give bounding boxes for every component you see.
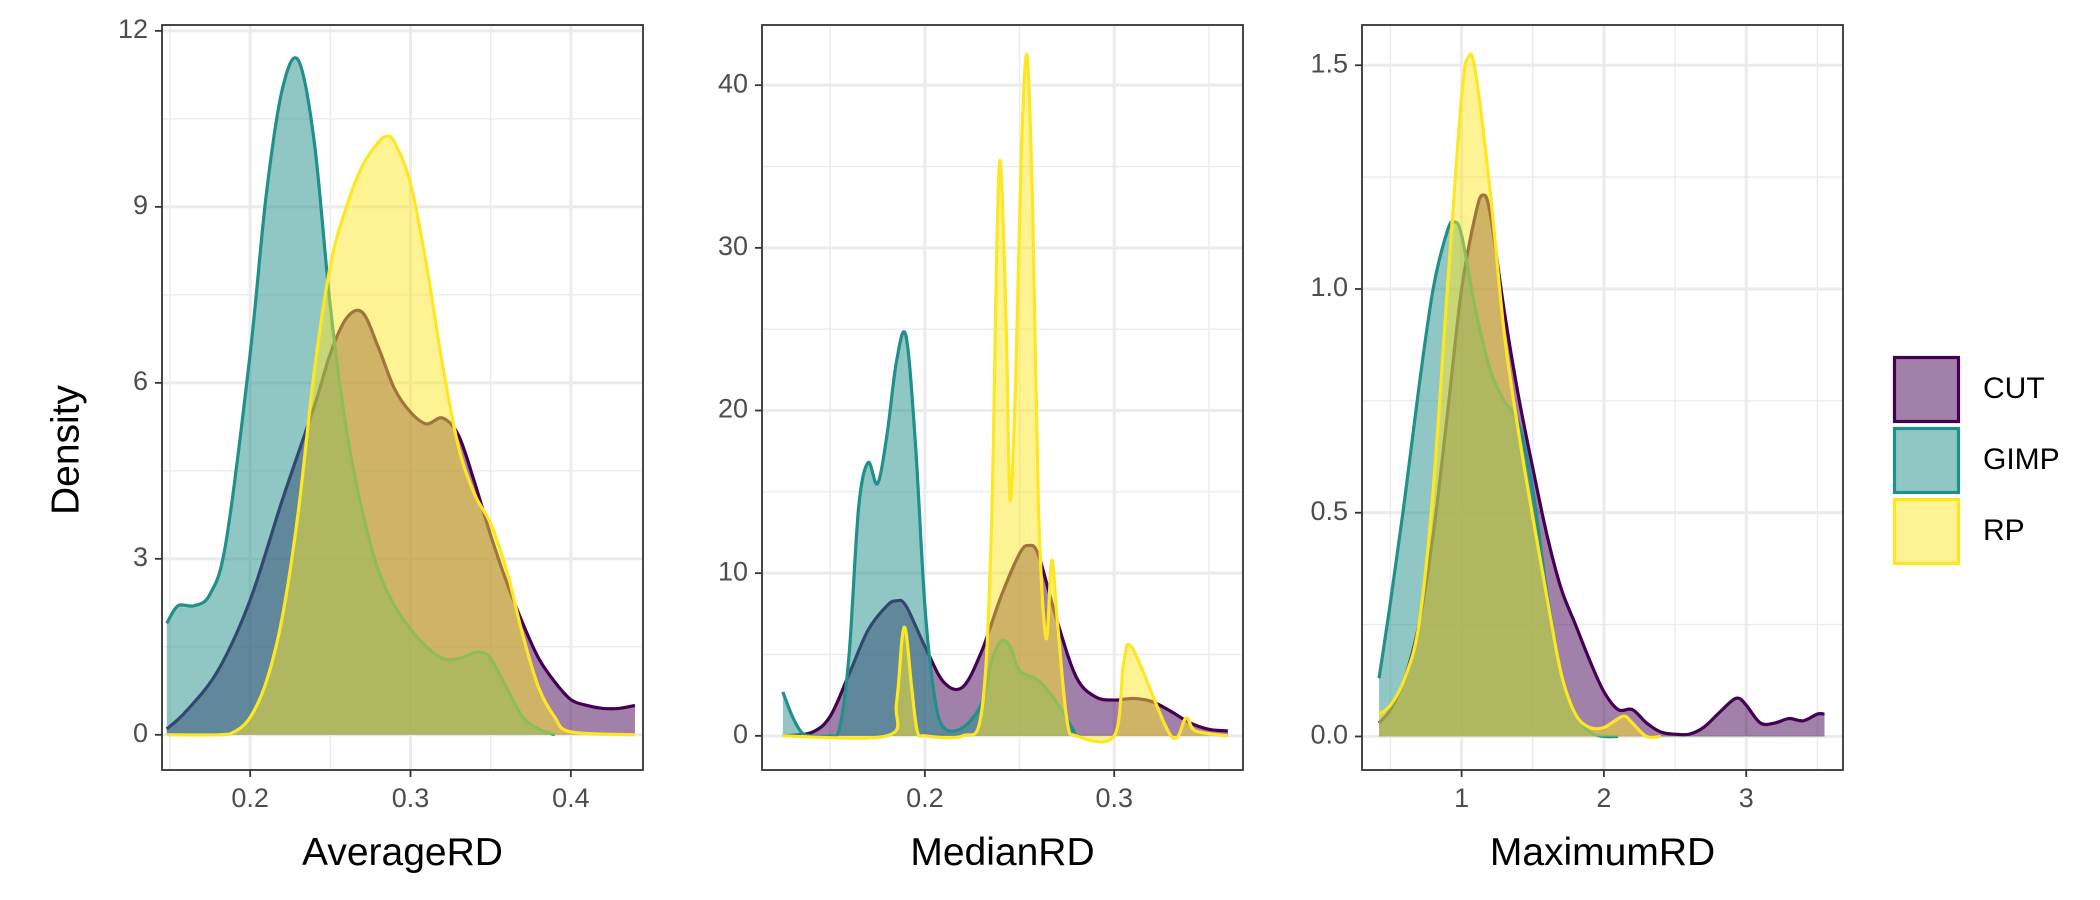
series-rp [166,134,636,737]
y-tick-label: 10 [718,556,748,586]
y-tick-label: 20 [718,394,748,424]
panel-medianrd: 0.2 0.3 0 10 20 30 40 MedianRD [718,24,1244,874]
x-tick-label: 0.3 [392,783,430,813]
y-tick-label: 1.0 [1310,272,1348,302]
density-line-rp [1378,52,1661,740]
legend-swatch [1892,497,1961,566]
y-tick-label: 3 [133,542,148,572]
x-tick-label: 3 [1739,783,1754,813]
legend-entry-cut: CUT [1892,355,2045,424]
y-tick-label: 12 [118,14,148,44]
x-axis-title: MedianRD [910,831,1094,874]
y-tick-label: 0.0 [1310,720,1348,750]
x-tick-label: 0.2 [906,783,944,813]
legend: CUT GIMP RP [1892,355,2060,566]
x-axis-title: MaximumRD [1490,831,1715,874]
x-tick-label: 0.3 [1095,783,1133,813]
y-tick-label: 0 [733,719,748,749]
legend-label: CUT [1983,372,2045,405]
y-tick-label: 6 [133,366,148,396]
x-tick-label: 0.2 [231,783,269,813]
x-tick-label: 0.4 [552,783,590,813]
legend-entry-gimp: GIMP [1892,426,2060,495]
x-tick-label: 1 [1454,783,1469,813]
panel-border [161,24,644,771]
legend-label: GIMP [1983,443,2060,476]
y-tick-label: 9 [133,190,148,220]
panel-averagerd: 0.2 0.3 0.4 0 3 6 9 12 AverageRD [118,14,644,874]
x-axis-title: AverageRD [302,831,503,874]
panel-maximumrd: 1 2 3 0.0 0.5 1.0 1.5 MaximumRD [1310,24,1844,874]
density-area-rp [1379,54,1661,738]
y-tick-label: 0 [133,718,148,748]
y-tick-label: 1.5 [1310,48,1348,78]
y-tick-label: 30 [718,231,748,261]
series-rp [782,52,1229,744]
density-area-gimp [782,331,1077,737]
y-axis-title: Density [44,384,87,515]
legend-swatch [1892,426,1961,495]
panel-border [761,24,1244,771]
y-tick-label: 0.5 [1310,496,1348,526]
density-line-rp [166,134,636,737]
x-tick-label: 2 [1596,783,1611,813]
density-area-rp [166,136,635,736]
density-line-rp [782,52,1229,744]
density-area-rp [782,54,1228,742]
series-rp [1378,52,1661,740]
legend-swatch [1892,355,1961,424]
legend-label: RP [1983,514,2025,547]
legend-entry-rp: RP [1892,497,2025,566]
y-tick-label: 40 [718,68,748,98]
panel-border [1361,24,1844,771]
